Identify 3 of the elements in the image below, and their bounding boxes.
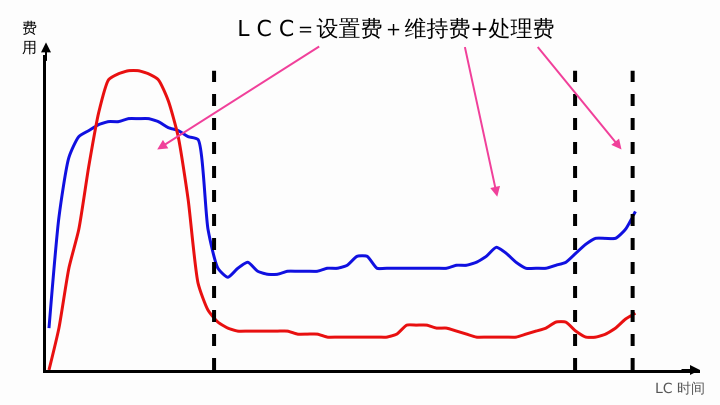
y-axis-title: 费用 bbox=[22, 19, 37, 56]
chart-title: L C C＝设置费＋维持费+处理费 bbox=[237, 17, 555, 42]
x-axis-title: LC 时间 bbox=[655, 381, 706, 397]
